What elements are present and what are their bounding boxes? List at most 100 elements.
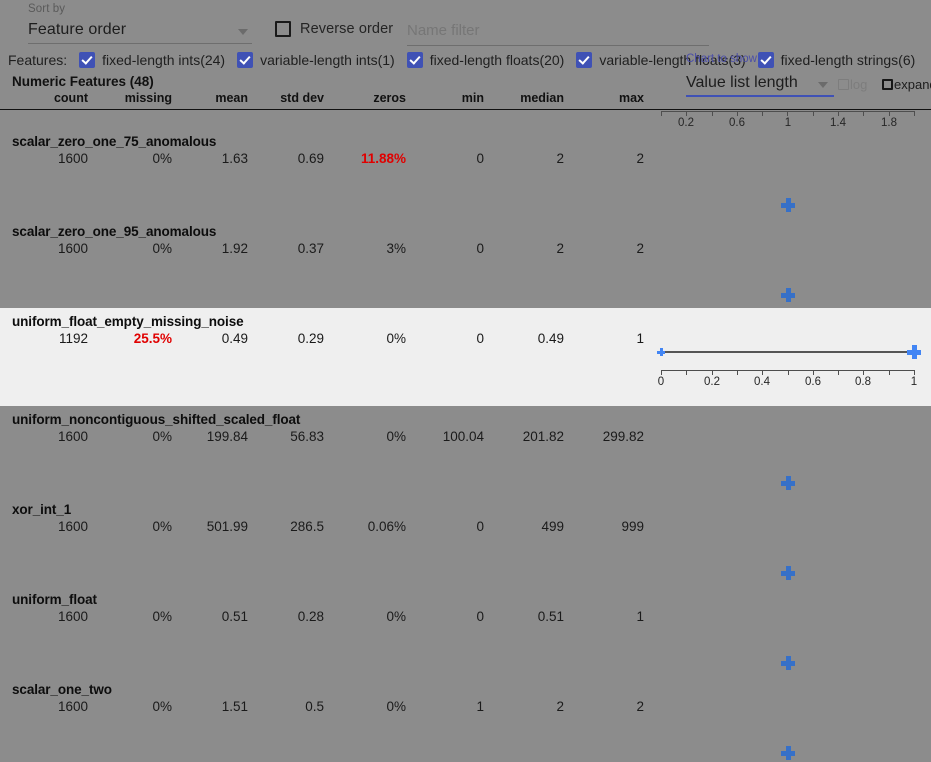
sort-by-control[interactable]: Sort by Feature order <box>28 3 252 44</box>
checkbox-icon[interactable] <box>275 21 291 37</box>
mini-chart[interactable]: 0.20.611.41.8 <box>661 218 923 331</box>
axis-tick <box>787 111 788 116</box>
table-row[interactable]: uniform_float 1600 0% 0.51 0.28 0% 0 0.51 1 0.20.… <box>0 586 931 699</box>
column-header-stddev[interactable]: std dev <box>280 91 324 105</box>
column-header-row: count missing mean std dev zeros min med… <box>0 89 660 110</box>
feature-filter-variable-length-ints[interactable]: variable-length ints(1) <box>237 52 395 68</box>
checkbox-icon[interactable] <box>838 79 849 90</box>
cell-mean: 199.84 <box>206 429 248 444</box>
log-scale-checkbox[interactable]: log <box>838 77 867 92</box>
checkbox-checked-icon[interactable] <box>757 52 774 68</box>
checkbox-checked-icon[interactable] <box>79 52 96 68</box>
cell-max: 2 <box>636 699 644 714</box>
checkbox-checked-icon[interactable] <box>237 52 254 68</box>
feature-name: uniform_float <box>12 592 97 607</box>
axis-tick <box>838 111 839 116</box>
cell-min: 0 <box>476 331 484 346</box>
cell-missing: 0% <box>152 519 172 534</box>
axis-tick-label: 0.6 <box>805 376 821 388</box>
axis-tick-label: 0.4 <box>754 376 770 388</box>
axis-tick <box>813 370 814 375</box>
axis-tick <box>788 370 789 375</box>
axis-tick <box>914 111 915 116</box>
chart-x-axis: 0.2 0.6 1 1.4 1.8 <box>661 111 915 131</box>
mini-chart[interactable]: 0 0.2 0.4 0.6 0.8 1 <box>657 308 923 406</box>
cell-median: 0.51 <box>537 609 564 624</box>
table-row[interactable]: uniform_float_empty_missing_noise 1192 25.… <box>0 308 931 406</box>
checkbox-checked-icon[interactable] <box>576 52 593 68</box>
cell-missing: 0% <box>152 699 172 714</box>
cell-count: 1192 <box>58 331 88 346</box>
cell-max: 2 <box>636 151 644 166</box>
column-header-missing[interactable]: missing <box>124 91 172 105</box>
cell-min: 0 <box>476 609 484 624</box>
column-header-zeros[interactable]: zeros <box>373 91 406 105</box>
name-filter-placeholder: Name filter <box>407 22 480 39</box>
cell-missing: 0% <box>152 609 172 624</box>
column-header-mean[interactable]: mean <box>215 91 248 105</box>
toolbar: Sort by Feature order Reverse order Name… <box>0 0 931 48</box>
column-header-count[interactable]: count <box>53 91 88 105</box>
cell-std-dev: 0.69 <box>297 151 324 166</box>
axis-tick <box>737 111 738 116</box>
chart-to-show-label: Chart to show <box>686 53 757 65</box>
cell-mean: 1.63 <box>221 151 248 166</box>
column-header-min[interactable]: min <box>461 91 484 105</box>
expand-checkbox[interactable]: expand <box>882 77 931 92</box>
name-filter-input[interactable]: Name filter <box>407 20 709 46</box>
cell-mean: 1.92 <box>221 241 248 256</box>
mini-chart[interactable]: 0.20.611.41.8 <box>661 496 923 609</box>
sort-by-select[interactable]: Feature order <box>28 18 252 44</box>
feature-filter-label: fixed-length floats(20) <box>429 52 565 68</box>
mini-chart[interactable]: 0.20.611.41.8 <box>661 586 923 699</box>
cell-missing: 0% <box>152 151 172 166</box>
cell-max: 2 <box>636 241 644 256</box>
axis-tick <box>762 111 763 116</box>
mini-chart[interactable]: 0.20.611.41.8 <box>661 406 923 519</box>
feature-rows-list[interactable]: 0.2 0.6 1 1.4 1.8 scalar_zero_one_75_anomalou… <box>0 111 931 762</box>
cell-zeros: 0% <box>386 699 406 714</box>
feature-filter-label: variable-length ints(1) <box>260 52 395 68</box>
axis-tick <box>686 370 687 375</box>
feature-filter-fixed-length-floats[interactable]: fixed-length floats(20) <box>406 52 565 68</box>
feature-filter-fixed-length-ints[interactable]: fixed-length ints(24) <box>79 52 225 68</box>
feature-name: uniform_float_empty_missing_noise <box>12 314 244 329</box>
cell-median: 0.49 <box>537 331 564 346</box>
chevron-down-icon[interactable] <box>818 82 828 88</box>
cell-std-dev: 56.83 <box>290 429 324 444</box>
cell-std-dev: 0.37 <box>297 241 324 256</box>
chart-to-show-select[interactable]: Value list length <box>686 72 834 97</box>
axis-tick <box>838 370 839 375</box>
axis-tick-label: 1 <box>910 376 918 388</box>
feature-filter-label: fixed-length ints(24) <box>102 52 226 68</box>
cell-zeros: 3% <box>386 241 406 256</box>
feature-filter-fixed-length-strings[interactable]: fixed-length strings(6) <box>757 52 915 68</box>
cell-mean: 501.99 <box>206 519 248 534</box>
table-row[interactable]: scalar_zero_one_95_anomalous 1600 0% 1.92 0.… <box>0 218 931 331</box>
table-row[interactable]: uniform_noncontiguous_shifted_scaled_flo… <box>0 406 931 519</box>
feature-name: scalar_zero_one_95_anomalous <box>12 224 217 239</box>
table-row[interactable]: scalar_zero_one_75_anomalous 1600 0% 1.63 0.… <box>0 128 931 241</box>
feature-filter-variable-length-floats[interactable]: variable-length floats(3) <box>576 52 746 68</box>
axis-tick-label: 0.2 <box>678 117 694 129</box>
column-header-max[interactable]: max <box>618 91 644 105</box>
cell-min: 1 <box>476 699 484 714</box>
checkbox-checked-icon[interactable] <box>406 52 423 68</box>
chart-marker-plus-icon <box>781 566 795 580</box>
table-row-partial: 0.2 0.6 1 1.4 1.8 <box>0 111 931 131</box>
cell-max: 1 <box>636 609 644 624</box>
cell-mean: 1.51 <box>221 699 248 714</box>
table-row[interactable]: xor_int_1 1600 0% 501.99 286.5 0.06% 0 499 999 0.… <box>0 496 931 609</box>
reverse-order-checkbox[interactable]: Reverse order <box>275 21 393 37</box>
features-filter-label: Features: <box>8 52 68 68</box>
checkbox-icon[interactable] <box>882 79 893 90</box>
column-header-median[interactable]: median <box>520 91 564 105</box>
mini-chart[interactable]: 0.20.611.41.8 <box>661 676 923 762</box>
axis-tick <box>686 111 687 116</box>
axis-tick-label: 1.8 <box>881 117 897 129</box>
axis-tick-label: 0.2 <box>704 376 720 388</box>
mini-chart[interactable]: 0.20.611.41.8 <box>661 128 923 241</box>
sort-by-label: Sort by <box>28 3 66 15</box>
table-row[interactable]: scalar_one_two 1600 0% 1.51 0.5 0% 1 2 2 0.20.611… <box>0 676 931 762</box>
